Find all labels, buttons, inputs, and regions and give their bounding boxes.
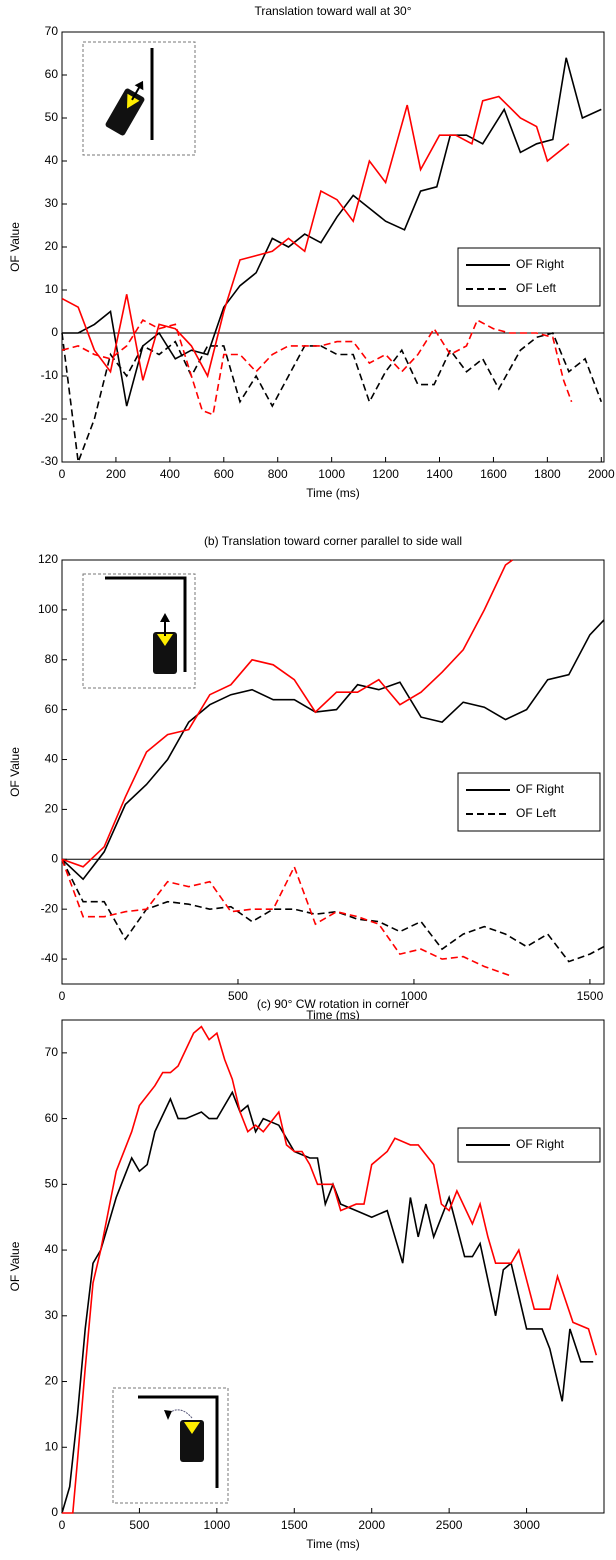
y-tick-label: 120 <box>38 552 58 566</box>
y-tick-label: 70 <box>45 1045 59 1059</box>
x-tick-label: 2500 <box>436 1518 463 1532</box>
y-tick-label: 40 <box>45 153 59 167</box>
y-tick-label: 70 <box>45 24 59 38</box>
chart-title: (c) 90° CW rotation in corner <box>257 997 409 1011</box>
x-tick-label: 600 <box>214 467 234 481</box>
x-tick-label: 1500 <box>577 989 604 1003</box>
y-tick-label: 100 <box>38 602 58 616</box>
legend-label: OF Left <box>516 806 557 820</box>
x-tick-label: 0 <box>59 467 66 481</box>
legend-label: OF Left <box>516 281 557 295</box>
x-tick-label: 400 <box>160 467 180 481</box>
legend-label: OF Right <box>516 782 565 796</box>
y-tick-label: 0 <box>51 1505 58 1519</box>
y-tick-label: 50 <box>45 110 59 124</box>
y-tick-label: 0 <box>51 325 58 339</box>
y-tick-label: 50 <box>45 1177 59 1191</box>
y-tick-label: 0 <box>51 851 58 865</box>
y-tick-label: 30 <box>45 1308 59 1322</box>
legend-label: OF Right <box>516 1137 565 1151</box>
x-tick-label: 3000 <box>513 1518 540 1532</box>
y-tick-label: 60 <box>45 67 59 81</box>
x-tick-label: 1500 <box>281 1518 308 1532</box>
y-tick-label: -20 <box>41 901 59 915</box>
x-tick-label: 1400 <box>426 467 453 481</box>
chart-title: Translation toward wall at 30° <box>254 4 411 18</box>
x-axis-label: Time (ms) <box>306 1537 360 1551</box>
x-tick-label: 200 <box>106 467 126 481</box>
x-tick-label: 0 <box>59 989 66 1003</box>
y-tick-label: 20 <box>45 239 59 253</box>
x-tick-label: 1000 <box>204 1518 231 1532</box>
figure: Translation toward wall at 30° Time (ms) O… <box>0 0 616 1560</box>
y-tick-label: 40 <box>45 1242 59 1256</box>
x-tick-label: 800 <box>268 467 288 481</box>
y-axis-label: OF Value <box>8 222 22 272</box>
y-axis-label: OF Value <box>8 1241 22 1291</box>
y-tick-label: 10 <box>45 282 59 296</box>
x-tick-label: 500 <box>129 1518 149 1532</box>
y-tick-label: 80 <box>45 652 59 666</box>
y-tick-label: -40 <box>41 951 59 965</box>
y-axis-label: OF Value <box>8 747 22 797</box>
y-tick-label: 40 <box>45 752 59 766</box>
y-tick-label: 30 <box>45 196 59 210</box>
y-tick-label: 20 <box>45 802 59 816</box>
plot-area <box>62 32 604 462</box>
y-tick-label: -20 <box>41 411 59 425</box>
x-tick-label: 500 <box>228 989 248 1003</box>
y-tick-label: 20 <box>45 1374 59 1388</box>
x-tick-label: 1000 <box>318 467 345 481</box>
x-tick-label: 2000 <box>358 1518 385 1532</box>
x-axis-label: Time (ms) <box>306 486 360 500</box>
x-tick-label: 1200 <box>372 467 399 481</box>
plot-area <box>62 560 604 984</box>
legend-label: OF Right <box>516 257 565 271</box>
x-tick-label: 0 <box>59 1518 66 1532</box>
y-tick-label: 60 <box>45 702 59 716</box>
chart-title: (b) Translation toward corner parallel t… <box>204 534 462 548</box>
y-tick-label: -30 <box>41 454 59 468</box>
x-tick-label: 1600 <box>480 467 507 481</box>
y-tick-label: -10 <box>41 368 59 382</box>
y-tick-label: 60 <box>45 1111 59 1125</box>
x-tick-label: 1800 <box>534 467 561 481</box>
y-tick-label: 10 <box>45 1439 59 1453</box>
x-tick-label: 2000 <box>588 467 615 481</box>
